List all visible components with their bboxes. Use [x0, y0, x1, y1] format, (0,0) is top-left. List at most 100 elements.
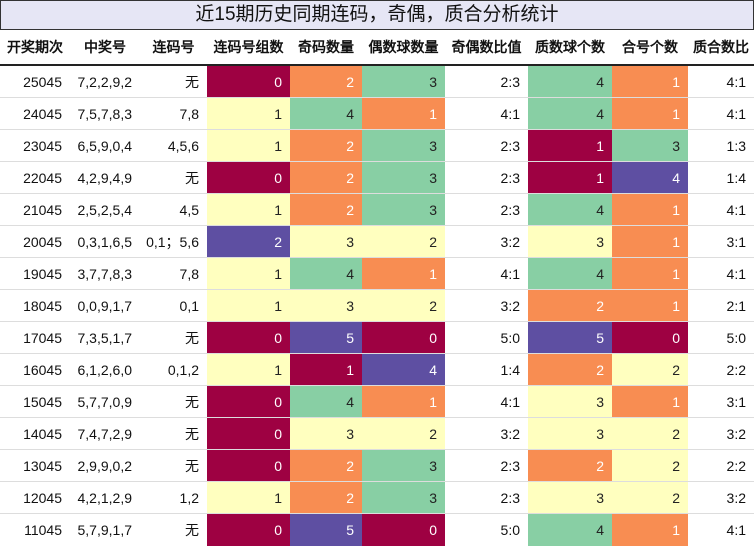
table-cell: 无 [185, 458, 199, 474]
table-cell: 1 [528, 130, 612, 162]
table-cell: 1 [612, 66, 688, 98]
header-cell: 质数球个数 [535, 39, 605, 55]
table-cell: 2 [612, 450, 688, 482]
header-rule [0, 64, 754, 66]
table-cell: 1,2 [179, 490, 199, 506]
table-cell: 0 [207, 162, 290, 194]
header-cell: 奇码数量 [298, 39, 354, 55]
table-cell: 5 [290, 514, 362, 546]
table-cell: 3 [362, 66, 445, 98]
table-cell: 2 [362, 290, 445, 322]
table-cell: 1 [362, 386, 445, 418]
table-cell: 3:2 [500, 426, 520, 442]
table-cell: 4:1 [500, 266, 520, 282]
table-cell: 4,2,1,2,9 [77, 490, 133, 506]
table-cell: 2 [290, 450, 362, 482]
table-cell: 6,5,9,0,4 [77, 138, 133, 154]
table-cell: 2:3 [500, 74, 520, 90]
header-cell: 中奖号 [84, 39, 126, 55]
table-cell: 0 [207, 418, 290, 450]
table-cell: 2 [528, 354, 612, 386]
table-cell: 1 [290, 354, 362, 386]
table-cell: 18045 [23, 298, 62, 314]
table-cell: 24045 [23, 106, 62, 122]
header-cell: 开奖期次 [7, 39, 63, 55]
table-cell: 4:1 [726, 522, 746, 538]
table-cell: 16045 [23, 362, 62, 378]
row-separator [0, 97, 754, 98]
title: 近15期历史同期连码，奇偶，质合分析统计 [0, 0, 754, 30]
table-cell: 20045 [23, 234, 62, 250]
table-cell: 4 [290, 98, 362, 130]
table-cell: 14045 [23, 426, 62, 442]
table-cell: 3 [528, 418, 612, 450]
row-separator [0, 513, 754, 514]
table-cell: 0 [207, 450, 290, 482]
table-cell: 2 [290, 66, 362, 98]
table-cell: 0,1；5,6 [146, 234, 199, 250]
table-cell: 1 [207, 130, 290, 162]
table-cell: 4:1 [500, 106, 520, 122]
table-cell: 23045 [23, 138, 62, 154]
table-cell: 3:2 [726, 426, 746, 442]
table-cell: 0,0,9,1,7 [77, 298, 133, 314]
table-cell: 5,7,9,1,7 [77, 522, 133, 538]
table-cell: 5,7,7,0,9 [77, 394, 133, 410]
table-cell: 1 [207, 482, 290, 514]
table-cell: 1 [207, 290, 290, 322]
table-cell: 2:1 [726, 298, 746, 314]
table-cell: 无 [185, 170, 199, 186]
table-cell: 11045 [24, 522, 62, 538]
table-cell: 无 [185, 74, 199, 90]
header-cell: 连码号组数 [213, 39, 284, 55]
table-cell: 3 [528, 386, 612, 418]
table-cell: 21045 [23, 202, 62, 218]
table-cell: 5 [290, 322, 362, 354]
table-cell: 1 [207, 98, 290, 130]
row-separator [0, 417, 754, 418]
table-cell: 1 [207, 354, 290, 386]
row-separator [0, 257, 754, 258]
table-cell: 3:2 [500, 298, 520, 314]
table-cell: 无 [185, 394, 199, 410]
table-cell: 5 [528, 322, 612, 354]
table-cell: 3 [612, 130, 688, 162]
table-cell: 2:2 [726, 458, 746, 474]
table-cell: 7,8 [179, 106, 199, 122]
table-cell: 1 [362, 98, 445, 130]
table-cell: 4 [528, 514, 612, 546]
header-cell: 质合数比 [693, 39, 749, 55]
table-cell: 3:2 [726, 490, 746, 506]
table-cell: 0,1 [179, 298, 199, 314]
table-cell: 13045 [23, 458, 62, 474]
table-cell: 2 [612, 354, 688, 386]
row-separator [0, 129, 754, 130]
table-cell: 4 [362, 354, 445, 386]
table-cell: 2:3 [500, 170, 520, 186]
table-cell: 3,7,7,8,3 [77, 266, 133, 282]
table-cell: 2:2 [726, 362, 746, 378]
table-cell: 2 [612, 482, 688, 514]
table-cell: 2:3 [500, 202, 520, 218]
table-cell: 4 [528, 66, 612, 98]
row-separator [0, 481, 754, 482]
table-cell: 2 [290, 194, 362, 226]
table-cell: 3 [362, 130, 445, 162]
table-cell: 2 [362, 226, 445, 258]
table-cell: 3:1 [726, 234, 746, 250]
table-cell: 1 [612, 514, 688, 546]
table-cell: 3 [362, 482, 445, 514]
table-cell: 4:1 [726, 106, 746, 122]
table-cell: 无 [185, 426, 199, 442]
table-cell: 1:4 [500, 362, 520, 378]
table-cell: 4:1 [726, 202, 746, 218]
table-cell: 1:4 [726, 170, 746, 186]
table-cell: 4,5,6 [167, 138, 199, 154]
table-cell: 3 [528, 226, 612, 258]
row-separator [0, 385, 754, 386]
table-cell: 1 [612, 290, 688, 322]
table-cell: 4 [528, 258, 612, 290]
table-cell: 2 [528, 450, 612, 482]
header-cell: 奇偶数比值 [451, 39, 522, 55]
table-cell: 2:3 [500, 458, 520, 474]
